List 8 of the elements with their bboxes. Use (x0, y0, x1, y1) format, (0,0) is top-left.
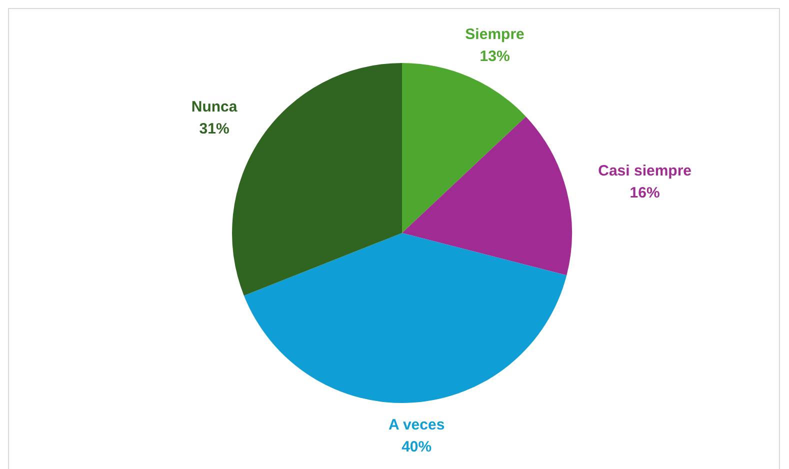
slice-label: Casi siempre (598, 162, 692, 180)
data-label: 16% (630, 184, 660, 202)
slice-label: Nunca (191, 98, 238, 116)
data-label: 13% (480, 48, 510, 65)
data-label: 40% (402, 438, 432, 456)
data-label: 31% (199, 120, 230, 138)
slice-label: A veces (388, 416, 445, 434)
slice-label: Siempre (465, 26, 524, 43)
